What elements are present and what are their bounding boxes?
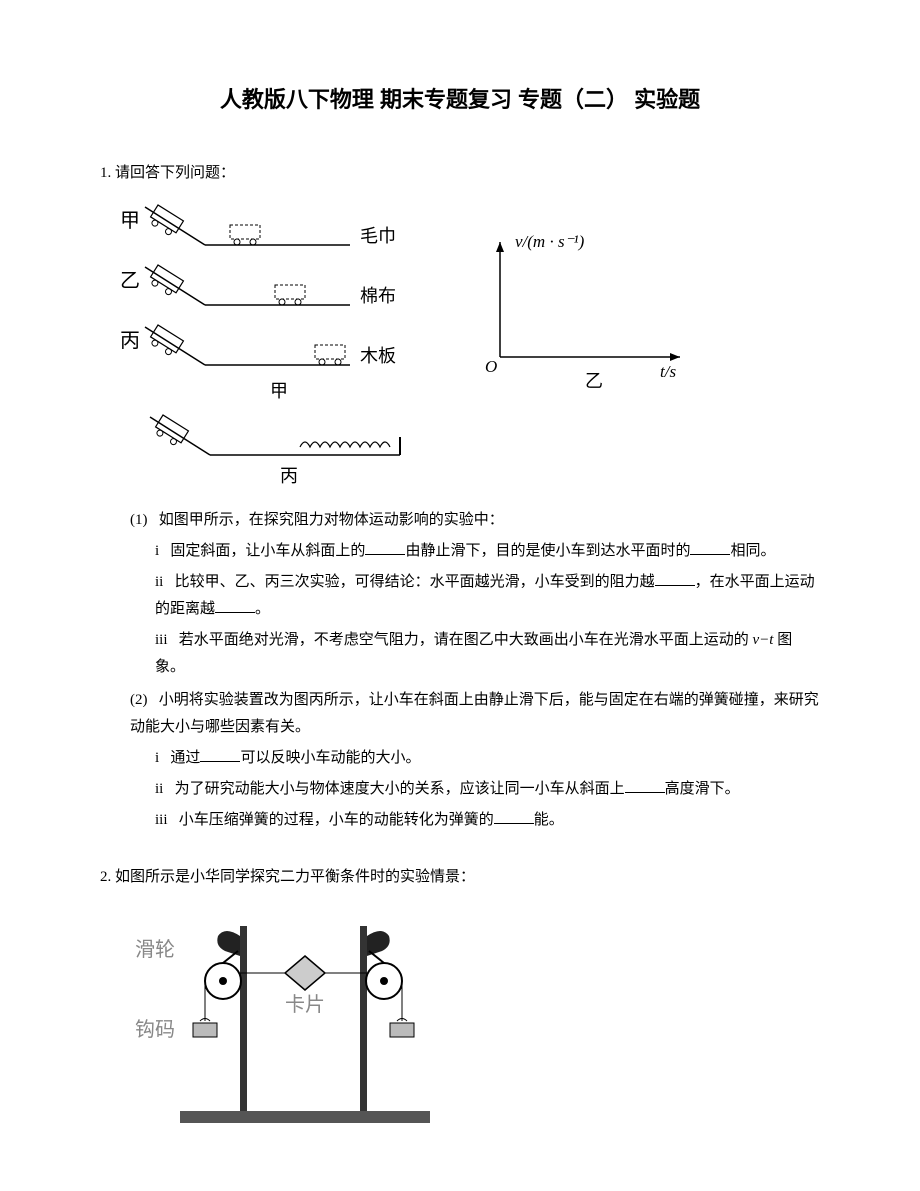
p2-iii-label: iii — [155, 812, 168, 828]
p1-ii-a: 比较甲、乙、丙三次实验，可得结论：水平面越光滑，小车受到的阻力越 — [175, 574, 655, 590]
p1-i-c: 相同。 — [730, 543, 775, 559]
q1-intro: 1. 请回答下列问题： — [100, 160, 820, 187]
p2-ii-b: 高度滑下。 — [665, 781, 740, 797]
graph-y-label: v/(m · s⁻¹) — [515, 232, 585, 251]
blank[interactable] — [494, 809, 534, 824]
label-jia-bottom: 甲 — [270, 381, 288, 401]
q2-num: 2. — [100, 869, 111, 885]
part2-label: (2) — [130, 692, 148, 708]
part2-text: 小明将实验装置改为图丙所示，让小车在斜面上由静止滑下后，能与固定在右端的弹簧碰撞… — [130, 692, 819, 735]
p2-iii-a: 小车压缩弹簧的过程，小车的动能转化为弹簧的 — [179, 812, 494, 828]
q2-intro: 2. 如图所示是小华同学探究二力平衡条件时的实验情景： — [100, 864, 820, 891]
label-card: 卡片 — [285, 993, 325, 1016]
graph-x-label: t/s — [660, 362, 676, 381]
p2-i-a: 通过 — [170, 750, 200, 766]
label-weight: 钩码 — [135, 1018, 175, 1041]
label-bing-bottom: 丙 — [280, 466, 298, 486]
p1-ii-label: ii — [155, 574, 163, 590]
q1-figures: 甲 毛巾 乙 — [120, 197, 820, 487]
p2-ii-label: ii — [155, 781, 163, 797]
graph-yi-label: 乙 — [585, 371, 603, 391]
part1-label: (1) — [130, 512, 148, 528]
fig-yi-graph: v/(m · s⁻¹) t/s O 乙 — [470, 227, 700, 407]
p1-ii-c: 。 — [255, 601, 270, 617]
q1-num: 1. — [100, 165, 111, 181]
label-pulley: 滑轮 — [135, 938, 175, 961]
question-1: 1. 请回答下列问题： 甲 — [100, 160, 820, 834]
q1-part1: (1) 如图甲所示，在探究阻力对物体运动影响的实验中： i 固定斜面，让小车从斜… — [100, 507, 820, 681]
p1-iii-label: iii — [155, 632, 168, 648]
p1-i-b: 由静止滑下，目的是使小车到达水平面时的 — [405, 543, 690, 559]
p2-i-b: 可以反映小车动能的大小。 — [240, 750, 420, 766]
graph-origin: O — [485, 357, 497, 376]
blank[interactable] — [200, 747, 240, 762]
fig-q2: 滑轮 卡片 钩码 — [130, 901, 460, 1131]
label-wood: 木板 — [360, 346, 396, 366]
part1-text: 如图甲所示，在探究阻力对物体运动影响的实验中： — [159, 512, 504, 528]
label-yi: 乙 — [120, 270, 140, 292]
p2-i-label: i — [155, 750, 159, 766]
p2-ii-a: 为了研究动能大小与物体速度大小的关系，应该让同一小车从斜面上 — [175, 781, 625, 797]
vt-symbol: v−t — [753, 632, 774, 648]
p1-iii-a: 若水平面绝对光滑，不考虑空气阻力，请在图乙中大致画出小车在光滑水平面上运动的 — [179, 632, 753, 648]
blank[interactable] — [625, 778, 665, 793]
question-2: 2. 如图所示是小华同学探究二力平衡条件时的实验情景： — [100, 864, 820, 1131]
q1-part2: (2) 小明将实验装置改为图丙所示，让小车在斜面上由静止滑下后，能与固定在右端的… — [100, 687, 820, 834]
blank[interactable] — [215, 598, 255, 613]
label-cotton: 棉布 — [360, 286, 396, 306]
p1-i-label: i — [155, 543, 159, 559]
p2-iii-b: 能。 — [534, 812, 564, 828]
page-title: 人教版八下物理 期末专题复习 专题（二） 实验题 — [100, 80, 820, 120]
blank[interactable] — [655, 571, 695, 586]
blank[interactable] — [365, 540, 405, 555]
blank[interactable] — [690, 540, 730, 555]
label-towel: 毛巾 — [360, 226, 396, 246]
label-bing: 丙 — [120, 330, 140, 352]
q1-intro-text: 请回答下列问题： — [115, 165, 235, 181]
p1-i-a: 固定斜面，让小车从斜面上的 — [170, 543, 365, 559]
fig-jia: 甲 毛巾 乙 — [120, 197, 430, 487]
label-jia: 甲 — [120, 210, 140, 232]
q2-intro-text: 如图所示是小华同学探究二力平衡条件时的实验情景： — [115, 869, 475, 885]
